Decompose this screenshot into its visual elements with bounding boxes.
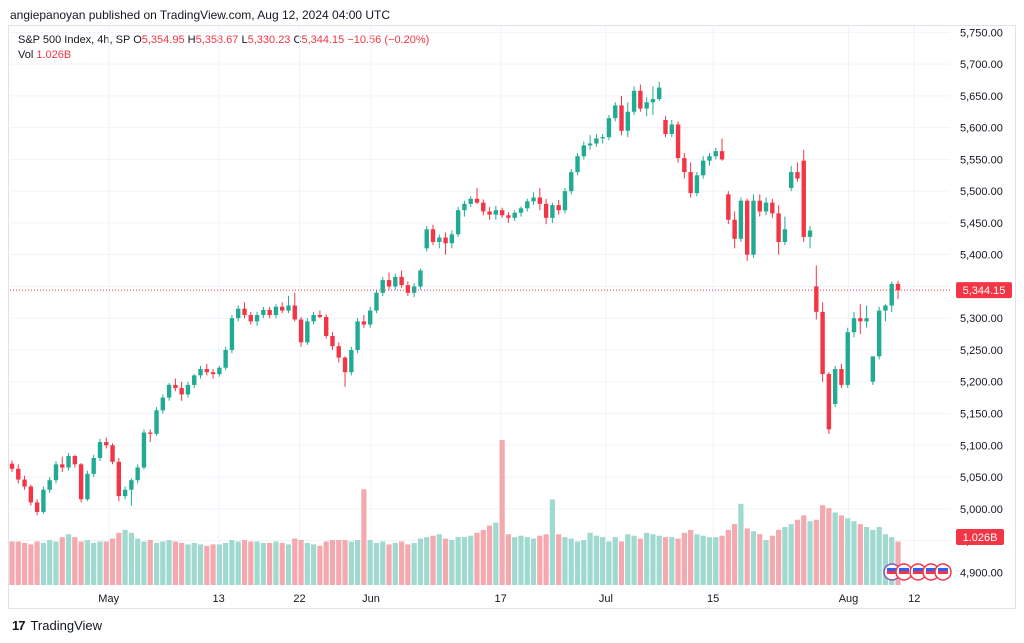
legend-price-row: S&P 500 Index, 4h, SP O5,354.95 H5,358.6… xyxy=(18,33,429,48)
legend-symbol[interactable]: S&P 500 Index, 4h, SP xyxy=(18,34,131,46)
legend-high-value: 5,358.67 xyxy=(195,34,239,46)
legend-high-label: H xyxy=(187,34,196,46)
tradingview-logo-icon: 17 xyxy=(12,618,26,633)
legend-change-value: −10.56 (−0.20%) xyxy=(347,34,430,46)
publisher-line: angiepanoyan published on TradingView.co… xyxy=(10,8,391,22)
legend-open-value: 5,354.95 xyxy=(141,34,185,46)
footer-logo[interactable]: 17 TradingView xyxy=(12,618,102,633)
legend-close-value: 5,344.15 xyxy=(301,34,345,46)
legend: S&P 500 Index, 4h, SP O5,354.95 H5,358.6… xyxy=(18,33,429,63)
legend-volume-label[interactable]: Vol xyxy=(18,49,34,61)
footer-brand: TradingView xyxy=(30,618,103,633)
legend-low-value: 5,330.23 xyxy=(247,34,291,46)
legend-low-label: L xyxy=(241,34,248,46)
legend-open-label: O xyxy=(133,34,142,46)
legend-volume-row: Vol 1.026B xyxy=(18,48,429,63)
legend-close-label: C xyxy=(293,34,302,46)
legend-volume-value: 1.026B xyxy=(36,49,72,61)
chart-frame[interactable] xyxy=(8,25,1016,609)
